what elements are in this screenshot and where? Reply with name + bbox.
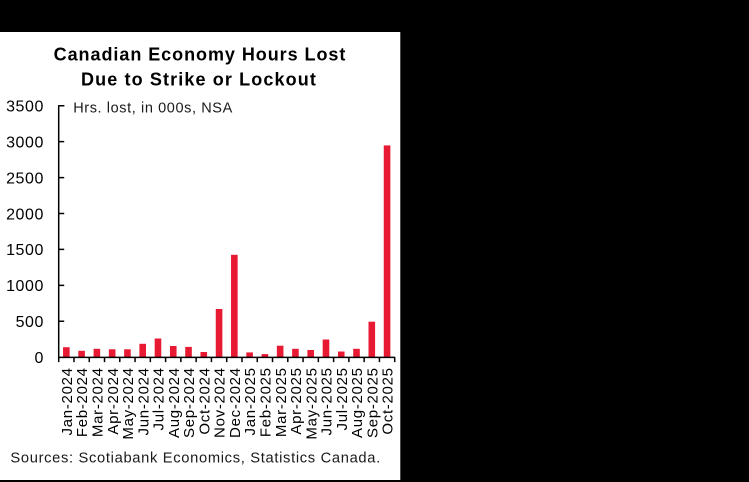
svg-text:Jun-2024: Jun-2024: [135, 367, 152, 435]
svg-text:Jan-2025: Jan-2025: [242, 367, 259, 435]
svg-text:3000: 3000: [6, 134, 44, 151]
svg-text:2000: 2000: [6, 206, 44, 223]
svg-text:Apr-2025: Apr-2025: [288, 367, 305, 434]
svg-text:1500: 1500: [6, 242, 44, 259]
svg-text:Nov-2024: Nov-2024: [212, 367, 229, 438]
svg-text:Aug-2024: Aug-2024: [166, 367, 183, 438]
svg-text:Aug-2025: Aug-2025: [349, 367, 366, 438]
svg-text:Oct-2024: Oct-2024: [196, 367, 213, 434]
svg-text:Feb-2025: Feb-2025: [257, 367, 274, 437]
svg-text:Jan-2024: Jan-2024: [59, 367, 76, 435]
svg-text:1000: 1000: [6, 278, 44, 295]
svg-text:Canadian Economy Hours Lost: Canadian Economy Hours Lost: [54, 44, 347, 64]
svg-text:0: 0: [35, 350, 44, 367]
svg-text:May-2024: May-2024: [120, 367, 137, 439]
svg-text:Jul-2025: Jul-2025: [334, 367, 351, 430]
svg-text:Dec-2024: Dec-2024: [227, 367, 244, 438]
svg-text:Jun-2025: Jun-2025: [319, 367, 336, 435]
svg-text:Mar-2024: Mar-2024: [89, 367, 106, 437]
svg-text:Oct-2025: Oct-2025: [380, 367, 397, 434]
svg-text:500: 500: [16, 314, 44, 331]
svg-text:Apr-2024: Apr-2024: [105, 367, 122, 434]
svg-text:Sources: Scotiabank Economics,: Sources: Scotiabank Economics, Statistic…: [10, 450, 380, 466]
svg-text:Hrs. lost, in 000s, NSA: Hrs. lost, in 000s, NSA: [73, 100, 233, 116]
svg-text:Due to Strike or Lockout: Due to Strike or Lockout: [81, 69, 317, 89]
svg-text:Sep-2025: Sep-2025: [364, 367, 381, 438]
svg-text:Jul-2024: Jul-2024: [151, 367, 168, 430]
svg-text:May-2025: May-2025: [303, 367, 320, 439]
svg-text:Sep-2024: Sep-2024: [181, 367, 198, 438]
svg-text:3500: 3500: [6, 99, 44, 116]
svg-text:Feb-2024: Feb-2024: [74, 367, 91, 437]
svg-text:2500: 2500: [6, 170, 44, 187]
svg-text:Mar-2025: Mar-2025: [273, 367, 290, 437]
